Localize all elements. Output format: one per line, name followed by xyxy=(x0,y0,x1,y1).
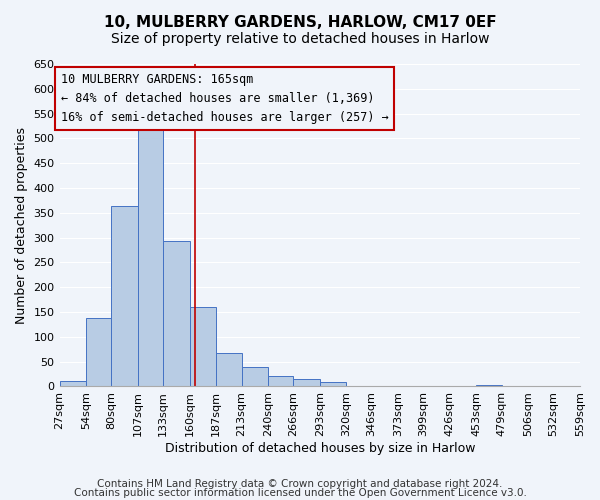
Text: Contains HM Land Registry data © Crown copyright and database right 2024.: Contains HM Land Registry data © Crown c… xyxy=(97,479,503,489)
Bar xyxy=(190,307,216,386)
Text: Contains public sector information licensed under the Open Government Licence v3: Contains public sector information licen… xyxy=(74,488,526,498)
Bar xyxy=(86,318,112,386)
Bar xyxy=(138,120,163,386)
Bar xyxy=(293,379,320,386)
Bar xyxy=(216,353,242,386)
Bar xyxy=(268,376,293,386)
Bar xyxy=(476,385,502,386)
Bar xyxy=(242,366,268,386)
Text: 10 MULBERRY GARDENS: 165sqm
← 84% of detached houses are smaller (1,369)
16% of : 10 MULBERRY GARDENS: 165sqm ← 84% of det… xyxy=(61,73,388,124)
Bar xyxy=(163,241,190,386)
Bar xyxy=(320,382,346,386)
Text: Size of property relative to detached houses in Harlow: Size of property relative to detached ho… xyxy=(111,32,489,46)
Text: 10, MULBERRY GARDENS, HARLOW, CM17 0EF: 10, MULBERRY GARDENS, HARLOW, CM17 0EF xyxy=(104,15,496,30)
Bar xyxy=(112,206,138,386)
X-axis label: Distribution of detached houses by size in Harlow: Distribution of detached houses by size … xyxy=(164,442,475,455)
Y-axis label: Number of detached properties: Number of detached properties xyxy=(15,126,28,324)
Bar xyxy=(59,382,86,386)
